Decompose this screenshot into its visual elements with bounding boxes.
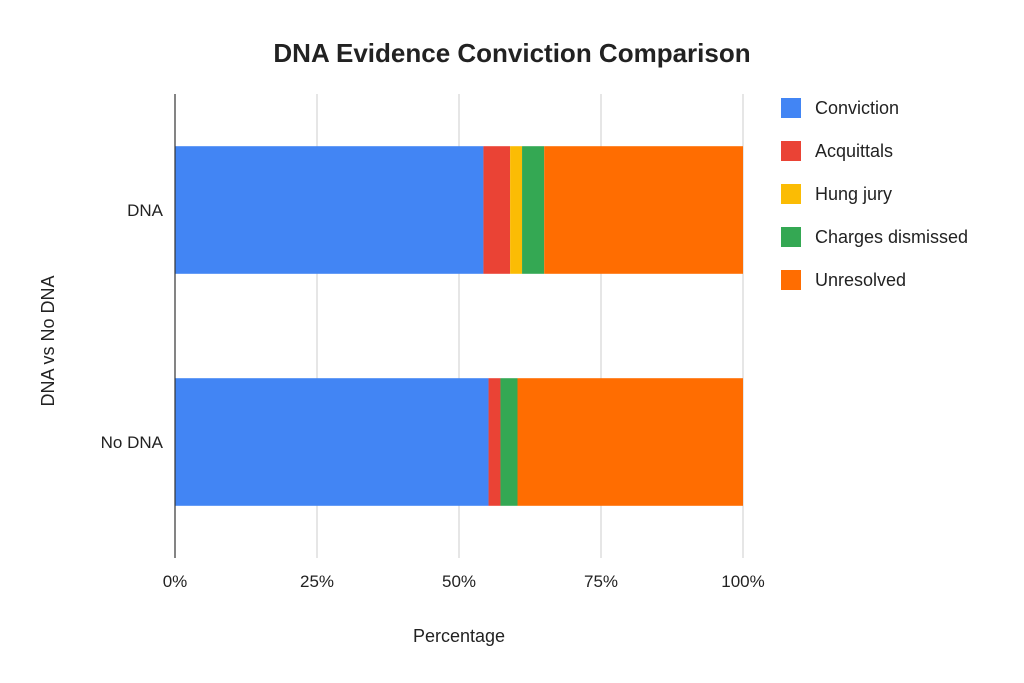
x-tick-label: 0% <box>163 572 188 591</box>
x-tick-label: 25% <box>300 572 334 591</box>
x-tick-label: 100% <box>721 572 764 591</box>
bar-segment-unresolved <box>544 146 743 274</box>
y-tick-label: DNA <box>127 201 164 220</box>
bar-segment-conviction <box>175 146 484 274</box>
legend-swatch-charges-dismissed <box>781 227 801 247</box>
legend-swatch-acquittals <box>781 141 801 161</box>
x-tick-label: 75% <box>584 572 618 591</box>
y-tick-label: No DNA <box>101 433 164 452</box>
legend-label-conviction: Conviction <box>815 98 899 118</box>
x-tick-labels: 0% 25% 50% 75% 100% <box>163 572 765 591</box>
bar-segment-charges-dismissed <box>522 146 545 274</box>
bars <box>175 146 743 506</box>
legend-label-unresolved: Unresolved <box>815 270 906 290</box>
bar-segment-conviction <box>175 378 489 506</box>
bar-segment-charges-dismissed <box>500 378 518 506</box>
y-axis-label: DNA vs No DNA <box>38 275 58 406</box>
bar-segment-hung-jury <box>510 146 523 274</box>
x-axis-label: Percentage <box>413 626 505 646</box>
legend-label-hung-jury: Hung jury <box>815 184 892 204</box>
legend-label-charges-dismissed: Charges dismissed <box>815 227 968 247</box>
chart-title: DNA Evidence Conviction Comparison <box>273 38 750 68</box>
y-tick-labels: DNA No DNA <box>101 201 164 452</box>
bar-segment-acquittals <box>483 146 511 274</box>
bar-segment-unresolved <box>517 378 743 506</box>
legend: Conviction Acquittals Hung jury Charges dis… <box>781 98 968 290</box>
bar-segment-acquittals <box>488 378 501 506</box>
legend-swatch-hung-jury <box>781 184 801 204</box>
legend-label-acquittals: Acquittals <box>815 141 893 161</box>
legend-swatch-unresolved <box>781 270 801 290</box>
legend-swatch-conviction <box>781 98 801 118</box>
x-tick-label: 50% <box>442 572 476 591</box>
